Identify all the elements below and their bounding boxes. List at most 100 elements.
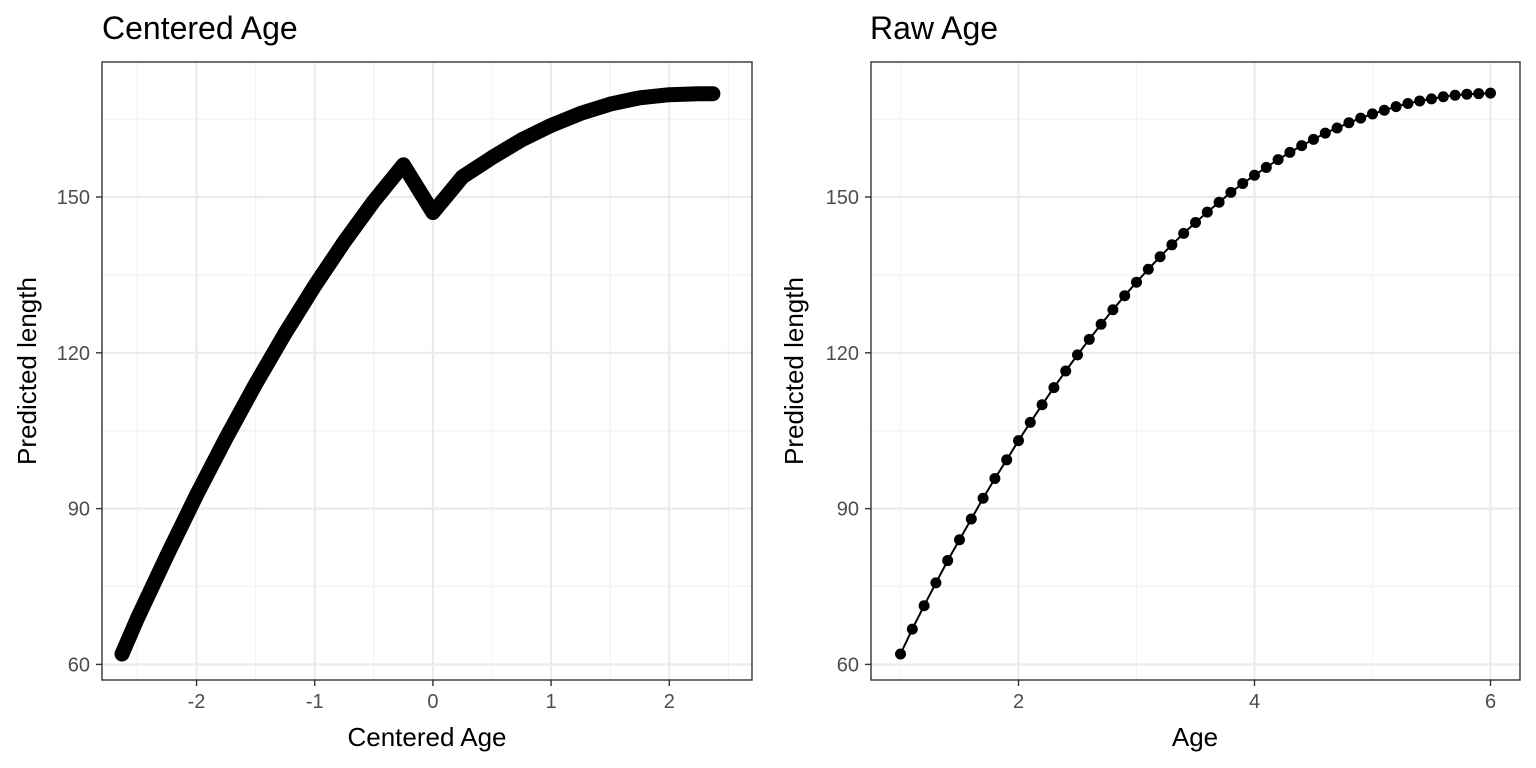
data-point (954, 534, 965, 546)
data-point (544, 118, 559, 133)
data-point (691, 86, 706, 101)
data-point (1225, 186, 1237, 198)
data-point (219, 430, 234, 445)
data-point (603, 97, 618, 112)
data-point (1131, 276, 1142, 288)
data-point (1213, 196, 1225, 208)
data-point (1414, 95, 1426, 107)
data-point (662, 87, 677, 102)
plot-frame (870, 61, 1521, 681)
chart-title: Centered Age (102, 10, 298, 46)
y-tick-label: 60 (837, 654, 859, 676)
x-tick-label: -1 (306, 691, 324, 713)
x-tick-label: 2 (1013, 691, 1024, 713)
grid-lines (871, 62, 1520, 680)
data-point (1331, 122, 1343, 134)
data-point (1402, 98, 1414, 110)
data-point (977, 492, 989, 504)
series-line (899, 92, 1491, 655)
data-point (895, 648, 906, 660)
data-point (1485, 87, 1496, 99)
data-point (1473, 88, 1485, 100)
data-point (1390, 101, 1402, 113)
y-axis-title: Predicted length (12, 277, 42, 465)
data-point (1343, 117, 1355, 129)
data-point (1095, 318, 1107, 330)
data-point (1201, 206, 1213, 218)
series-band (114, 86, 721, 662)
data-point (189, 488, 204, 503)
y-tick-label: 150 (826, 187, 859, 209)
data-point (1284, 146, 1296, 158)
data-point (307, 278, 322, 293)
data-point (1001, 454, 1013, 466)
y-axis-title: Predicted length (779, 277, 809, 465)
data-point (1060, 365, 1072, 377)
data-point (1107, 304, 1119, 316)
data-point (1296, 140, 1308, 152)
data-point (1272, 154, 1284, 166)
data-point (160, 548, 174, 563)
data-point (1367, 108, 1378, 120)
data-point (1437, 91, 1449, 103)
data-point (1048, 382, 1060, 394)
data-point (1190, 216, 1201, 228)
data-point (1142, 263, 1154, 275)
data-point (930, 577, 942, 589)
data-point (1013, 435, 1024, 447)
data-point (1426, 93, 1437, 105)
x-tick-label: 2 (664, 691, 675, 713)
data-point (425, 205, 440, 220)
grid-lines (102, 62, 752, 680)
x-tick-label: 1 (546, 691, 557, 713)
axis-ticks: 2 4 6 60 90 120 150 (826, 187, 1496, 713)
data-point (455, 169, 470, 184)
data-point (114, 647, 129, 662)
x-tick-label: 4 (1249, 691, 1260, 713)
data-point (1083, 333, 1095, 345)
data-point (918, 600, 930, 612)
data-point (366, 194, 381, 209)
panel-centered-age: -2 -1 0 1 2 60 90 120 150 Centered Age Centered … (12, 10, 753, 752)
data-point (989, 473, 1001, 485)
data-point (1178, 227, 1190, 239)
data-point (573, 106, 588, 121)
x-axis-title: Centered Age (347, 722, 506, 752)
data-point (1154, 251, 1166, 263)
panel-raw-age: 2 4 6 60 90 120 150 Raw Age Age Predicted leng… (779, 10, 1521, 752)
data-point (632, 90, 647, 105)
data-point (1319, 127, 1331, 139)
data-point (337, 234, 352, 249)
data-point (485, 150, 499, 165)
y-tick-label: 90 (837, 499, 859, 521)
data-point (1072, 349, 1083, 361)
y-tick-label: 150 (57, 187, 90, 209)
data-point (705, 86, 720, 101)
y-tick-label: 120 (826, 343, 859, 365)
data-point (1355, 112, 1367, 124)
data-point (1449, 89, 1461, 101)
data-point (1024, 416, 1036, 428)
data-point (965, 513, 977, 525)
data-point (1166, 239, 1178, 251)
plot-frame (101, 61, 753, 681)
data-point (248, 376, 263, 391)
data-point (1036, 399, 1048, 411)
data-marks (895, 87, 1496, 660)
chart-title: Raw Age (870, 10, 998, 46)
data-point (1308, 133, 1319, 145)
data-point (278, 326, 293, 341)
data-point (1249, 169, 1260, 181)
data-point (1378, 104, 1390, 116)
x-tick-label: 0 (427, 691, 438, 713)
axis-ticks: -2 -1 0 1 2 60 90 120 150 (57, 187, 675, 713)
data-point (1119, 290, 1131, 302)
data-point (1461, 88, 1473, 100)
data-marks (114, 86, 721, 662)
data-point (514, 132, 529, 147)
data-point (130, 611, 145, 626)
data-point (1237, 178, 1249, 190)
x-axis-title: Age (1172, 722, 1218, 752)
data-point (396, 157, 411, 172)
